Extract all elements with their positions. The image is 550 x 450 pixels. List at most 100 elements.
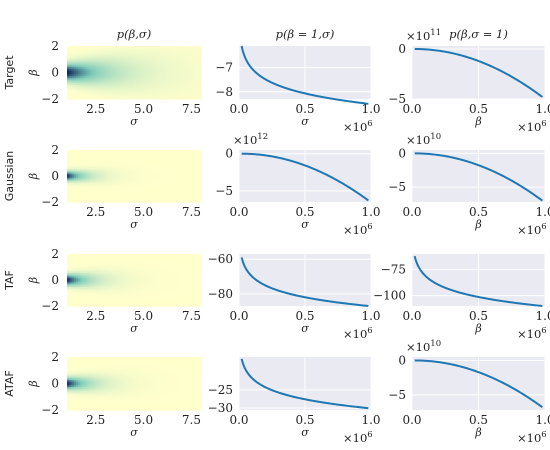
heatmap-cell [149,198,153,201]
heatmap-cell [138,280,142,283]
heatmap-cell [183,46,186,49]
heatmap-cell [96,88,99,91]
heatmap-cell [178,174,182,177]
heatmap-cell [154,150,157,153]
heatmap-cell [93,267,97,271]
heatmap-cell [145,264,148,267]
heatmap-cell [151,53,155,56]
heatmap-cell [158,271,162,274]
heatmap-cell [185,177,189,181]
heatmap-cell [107,198,111,201]
heatmap-cell [174,177,178,181]
heatmap-cell [80,283,84,286]
heatmap-cell [71,76,75,79]
heatmap-cell [111,176,115,179]
heatmap-cell [73,196,77,200]
heatmap-cell [69,299,73,302]
heatmap-cell [78,46,81,49]
heatmap-cell [118,60,122,63]
heatmap-cell [171,46,175,49]
heatmap-cell [82,90,86,93]
heatmap-cell [113,160,117,163]
heatmap-cell [127,182,131,186]
heatmap-cell [98,70,102,74]
heatmap-cell [71,90,75,93]
heatmap-cell [134,181,137,184]
heatmap-cell [154,46,157,49]
heatmap-cell [125,156,128,160]
heatmap-cell [109,255,113,259]
heatmap-cell [104,160,108,163]
heatmap-cell [171,95,175,98]
heatmap-cell [71,283,75,286]
heatmap-cell [80,51,84,54]
heatmap-cell [189,156,193,160]
heatmap-cell [158,278,162,281]
heatmap-cell [185,181,189,184]
heatmap-cell [91,150,95,153]
heatmap-cell [149,181,153,184]
heatmap-cell [149,67,153,70]
heatmap-cell [174,193,178,196]
heatmap-cell [125,299,128,302]
heatmap-cell [98,278,102,281]
heatmap-cell [187,174,191,177]
heatmap-cell [131,158,135,161]
heatmap-cell [147,158,151,161]
heatmap-cell [71,278,75,281]
heatmap-cell [131,259,135,262]
heatmap-cell [187,90,191,93]
heatmap-cell [122,51,126,54]
heatmap-cell [163,54,166,58]
heatmap-cell [100,84,104,88]
heatmap-cell [134,56,137,59]
heatmap-cell [122,274,126,278]
heatmap-cell [98,158,102,161]
heatmap-cell [140,56,144,59]
heatmap-cell [131,174,135,177]
heatmap-cell [96,67,99,70]
heatmap-cell [107,67,111,70]
heatmap-cell [160,262,164,265]
heatmap-cell [158,162,162,165]
heatmap-cell [91,283,95,286]
heatmap-cell [120,76,124,79]
heatmap-cell [189,74,193,77]
heatmap-cell [138,61,142,65]
heatmap-cell [187,170,191,174]
heatmap-cell [183,195,186,198]
heatmap-cell [71,280,75,283]
heatmap-cell [136,276,140,279]
heatmap-cell [158,63,162,67]
heatmap-cell [91,170,95,174]
heatmap-cell [171,200,175,203]
heatmap-cell [100,286,104,290]
heatmap-cell [84,264,88,267]
heatmap-cell [75,170,79,174]
heatmap-cell [174,153,178,156]
heatmap-cell [84,156,88,160]
heatmap-cell [116,195,119,198]
heatmap-cell [69,179,73,182]
heatmap-cell [107,47,111,51]
heatmap-cell [73,177,77,181]
heatmap-cell [75,290,79,293]
heatmap-cell [136,51,140,54]
heatmap-cell [73,181,77,184]
heatmap-cell [82,182,86,186]
heatmap-cell [78,47,81,51]
heatmap-cell [91,56,95,59]
heatmap-cell [122,191,126,194]
heatmap-cell [140,153,144,156]
heatmap-cell [176,81,180,84]
heatmap-cell [142,86,146,89]
heatmap-cell [151,264,155,267]
heatmap-cell [111,184,115,187]
heatmap-cell [169,163,173,167]
heatmap-cell [136,286,140,290]
heatmap-cell [67,254,70,257]
heatmap-cell [120,266,124,269]
heatmap-cell [158,151,162,155]
heatmap-cell [89,280,93,283]
heatmap-cell [127,271,131,274]
